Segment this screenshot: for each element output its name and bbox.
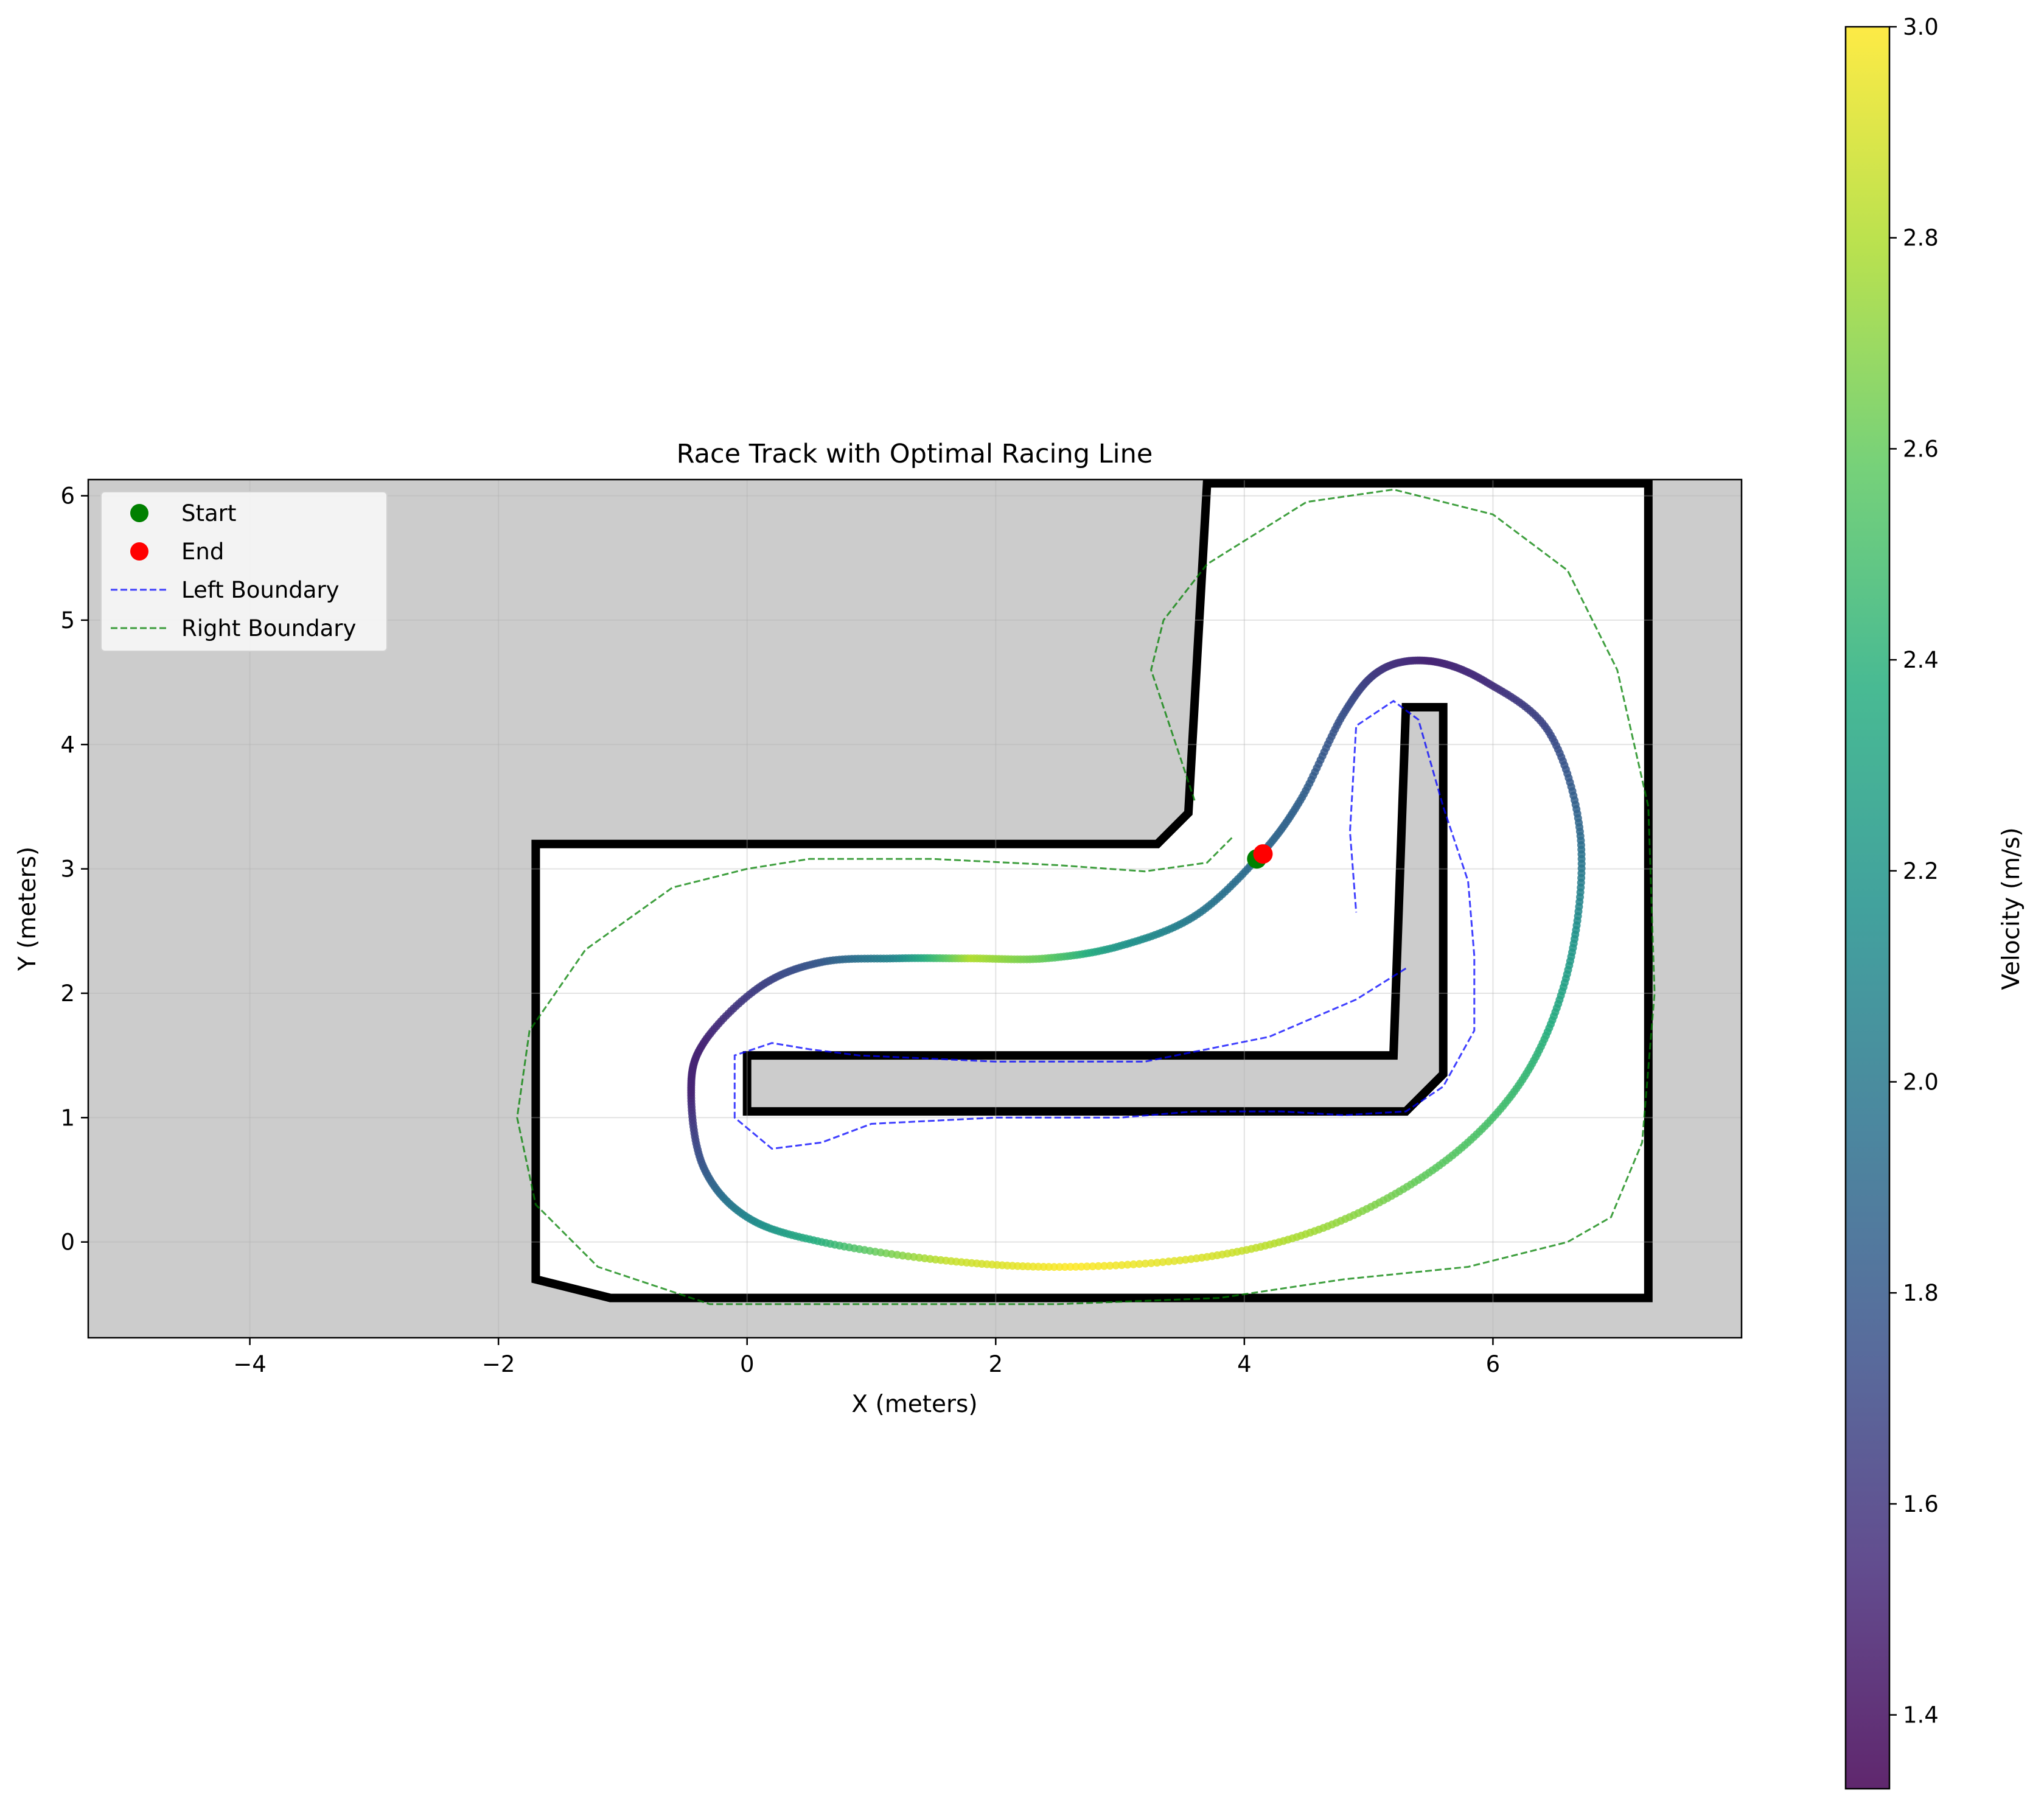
racing-line-point (1141, 1259, 1149, 1268)
racing-line-point (1094, 1262, 1103, 1270)
track-boundaries (516, 488, 1656, 1305)
inner-island (742, 703, 1448, 1116)
colorbar-ticks: 1.4 1.6 1.8 2.0 2.2 2.4 2.6 2.8 3.0 (1889, 14, 1939, 1728)
occupancy-map (531, 480, 1653, 1302)
racing-line-point (1112, 1261, 1120, 1270)
x-tick-label: 4 (1237, 1351, 1252, 1377)
racing-line-point (1170, 1257, 1179, 1265)
racing-line-point (1123, 1260, 1132, 1269)
y-tick-label: 5 (60, 607, 75, 634)
plot-area (88, 480, 1742, 1338)
legend-end-marker (130, 542, 148, 561)
colorbar-tick-label: 1.8 (1903, 1280, 1939, 1306)
y-axis-label: Y (meters) (14, 847, 41, 971)
colorbar-tick-label: 1.6 (1903, 1491, 1939, 1517)
racing-line-point (1083, 1262, 1091, 1271)
racing-line-point (1164, 1257, 1173, 1266)
colorbar-tick-label: 2.6 (1903, 436, 1939, 462)
racing-line-point (1159, 1258, 1167, 1267)
legend: Start End Left Boundary Right Boundary (100, 491, 388, 652)
x-axis: −4 −2 0 2 4 6 (233, 1338, 1500, 1377)
legend-right-boundary-label: Right Boundary (181, 615, 356, 641)
x-tick-label: 6 (1486, 1351, 1501, 1377)
legend-start-label: Start (181, 500, 236, 526)
y-tick-label: 3 (60, 856, 75, 883)
racing-line-point (1072, 1262, 1080, 1271)
colorbar-tick-label: 3.0 (1903, 14, 1939, 40)
colorbar: 1.4 1.6 1.8 2.0 2.2 2.4 2.6 2.8 3.0 Velocity (m/… (1844, 14, 2025, 1790)
colorbar-gradient (1844, 26, 1891, 1790)
start-end-markers (1247, 844, 1273, 869)
racing-line-point (1106, 1262, 1114, 1270)
end-marker (1253, 844, 1273, 864)
colorbar-tick-label: 1.4 (1903, 1702, 1939, 1728)
racing-line-point (1117, 1261, 1126, 1270)
racing-line-point (1153, 1259, 1161, 1267)
y-tick-label: 4 (60, 732, 75, 758)
x-tick-label: −4 (233, 1351, 267, 1377)
colorbar-tick-label: 2.0 (1903, 1069, 1939, 1096)
colorbar-tick-label: 2.8 (1903, 225, 1939, 251)
racing-line-point (1147, 1259, 1156, 1267)
racing-line-point (1129, 1260, 1138, 1268)
racing-line-point (1100, 1262, 1109, 1270)
plot-frame (87, 478, 1743, 1339)
x-tick-label: 0 (740, 1351, 755, 1377)
x-tick-label: 2 (989, 1351, 1003, 1377)
y-tick-label: 6 (60, 483, 75, 509)
colorbar-label: Velocity (m/s) (1998, 827, 2025, 990)
legend-box (100, 491, 388, 652)
y-axis: 0 1 2 3 4 5 6 (60, 483, 88, 1256)
y-tick-label: 2 (60, 980, 75, 1007)
y-tick-label: 1 (60, 1105, 75, 1131)
colorbar-tick-label: 2.4 (1903, 647, 1939, 673)
x-axis-label: X (meters) (851, 1391, 977, 1418)
y-tick-label: 0 (60, 1229, 75, 1256)
racing-line-point (1089, 1262, 1097, 1271)
racing-line-point (1077, 1262, 1086, 1271)
racing-line-point (1135, 1260, 1143, 1268)
legend-left-boundary-label: Left Boundary (181, 577, 340, 603)
left-boundary-line (733, 699, 1476, 1150)
legend-start-marker (130, 504, 148, 522)
right-boundary-line (516, 488, 1656, 1305)
x-tick-label: −2 (482, 1351, 515, 1377)
legend-end-label: End (181, 539, 224, 565)
chart-title: Race Track with Optimal Racing Line (677, 439, 1153, 469)
colorbar-tick-label: 2.2 (1903, 858, 1939, 884)
